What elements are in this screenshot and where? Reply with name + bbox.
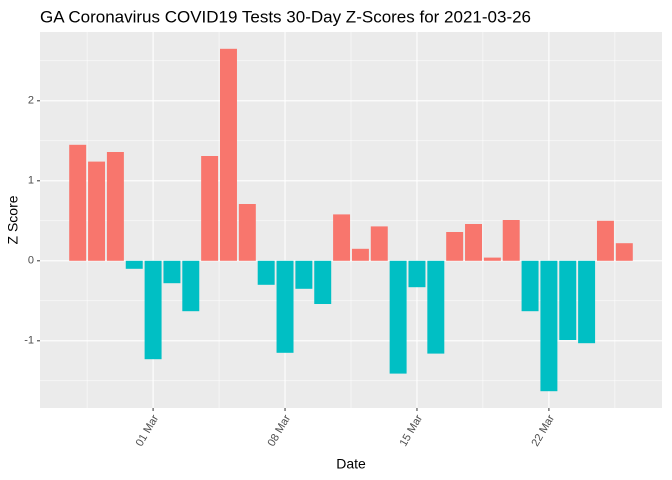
bar	[370, 226, 388, 261]
bar	[295, 260, 313, 289]
y-tick-label: 1	[28, 175, 34, 187]
bar	[465, 224, 482, 261]
chart-title: GA Coronavirus COVID19 Tests 30-Day Z-Sc…	[40, 7, 531, 26]
x-axis-title: Date	[336, 456, 366, 472]
bar	[446, 232, 464, 261]
bar	[389, 260, 407, 374]
bar	[276, 260, 294, 353]
bar	[163, 260, 181, 284]
x-tick-label: 22 Mar	[530, 413, 558, 449]
bar	[483, 257, 501, 261]
y-tick-label: 2	[28, 95, 34, 107]
bar	[257, 260, 275, 285]
bar	[502, 220, 520, 261]
x-tick-label: 15 Mar	[398, 413, 426, 449]
bar	[88, 161, 106, 261]
y-tick-label: 0	[28, 255, 34, 267]
bar	[578, 260, 596, 344]
bar	[351, 248, 369, 261]
bar	[238, 204, 256, 261]
bar	[144, 260, 162, 360]
bar	[125, 260, 143, 269]
bar	[540, 260, 558, 392]
bar	[427, 260, 445, 354]
y-tick-label: -1	[24, 335, 34, 347]
bar	[106, 152, 124, 261]
bar	[559, 260, 577, 340]
x-tick-label: 08 Mar	[266, 413, 294, 449]
bar	[220, 48, 237, 261]
bar	[521, 260, 539, 312]
bar	[314, 260, 332, 304]
bar	[333, 214, 351, 261]
bar	[615, 243, 633, 261]
bar	[201, 156, 219, 261]
x-tick-label: 01 Mar	[134, 413, 162, 449]
bar	[408, 260, 426, 288]
bar	[69, 144, 87, 261]
y-axis-title: Z Score	[5, 195, 21, 244]
bar	[182, 260, 200, 312]
bar	[596, 220, 614, 261]
